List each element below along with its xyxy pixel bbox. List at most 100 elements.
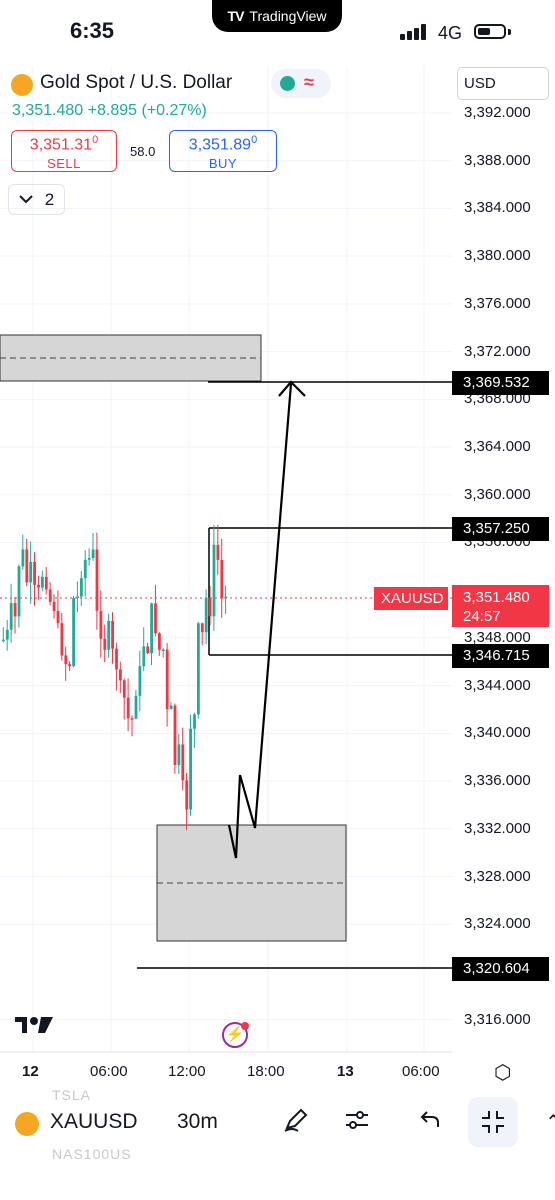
symbol-title[interactable]: Gold Spot / U.S. Dollar <box>40 72 233 93</box>
candle-body <box>154 603 157 634</box>
candle-body <box>165 649 169 710</box>
candle-body <box>122 680 126 698</box>
currency-select[interactable]: USD <box>457 67 549 100</box>
price-axis-label: 3,316.000 <box>464 1010 531 1028</box>
candle-body <box>115 648 118 670</box>
time-label: 06:00 <box>90 1063 128 1080</box>
candle-body <box>48 589 52 602</box>
tradingview-logo-icon <box>15 1014 55 1042</box>
price-axis-label: 3,360.000 <box>464 485 531 503</box>
time-label: 13 <box>337 1063 354 1080</box>
price-chart[interactable] <box>0 0 555 1090</box>
app-banner-label: TradingView <box>249 8 327 24</box>
candle-body <box>5 629 9 640</box>
gold-coin-icon <box>11 74 33 96</box>
candle-body <box>68 664 72 667</box>
more-icon[interactable]: ⌃ <box>545 1112 555 1134</box>
candle-body <box>173 705 177 765</box>
buy-price: 3,351.89 <box>188 136 252 154</box>
lightning-icon[interactable]: ⚡ <box>222 1022 248 1048</box>
wave-icon: ≈ <box>304 72 314 92</box>
candle-body <box>21 549 25 567</box>
candle-body <box>119 669 122 681</box>
candle-body <box>146 646 150 654</box>
candle-body <box>9 603 13 630</box>
sell-button[interactable]: 3,351.310 SELL <box>11 130 117 172</box>
candle-body <box>52 601 56 611</box>
chevron-down-icon <box>19 195 33 204</box>
market-open-icon <box>280 76 295 91</box>
tradingview-logo-icon: TV <box>227 8 245 24</box>
candle-body <box>200 623 204 633</box>
bar-countdown: 24:57 <box>463 608 501 625</box>
symbol-selector[interactable]: XAUUSD <box>50 1110 138 1133</box>
price-axis-label: 3,364.000 <box>464 438 531 456</box>
candle-body <box>126 697 130 719</box>
current-price-tag: 3,351.480 24:57 <box>452 585 549 627</box>
hexagon-settings-icon[interactable]: ⬡ <box>494 1062 512 1084</box>
ghost-symbol: TSLA <box>52 1087 92 1103</box>
price-axis-label: 3,388.000 <box>464 151 531 169</box>
candle-body <box>72 598 75 667</box>
collapse-icon[interactable] <box>468 1097 518 1147</box>
candle-body <box>220 559 224 599</box>
level-tag-3: 3,346.715 <box>452 644 549 668</box>
candle-body <box>103 638 107 650</box>
clock: 6:35 <box>70 18 115 43</box>
candle-body <box>197 623 200 715</box>
candle-body <box>142 646 146 667</box>
candle-body <box>193 714 196 729</box>
candle-body <box>2 639 5 642</box>
candle-body <box>177 744 181 765</box>
candle-body <box>181 744 185 781</box>
change-percent: (+0.27%) <box>141 102 207 119</box>
candle-body <box>33 562 36 585</box>
time-label: 18:00 <box>247 1063 285 1080</box>
time-label: 06:00 <box>402 1063 440 1080</box>
candle-body <box>107 620 111 650</box>
candle-body <box>80 578 83 597</box>
candle-body <box>95 549 99 611</box>
candle-body <box>99 610 103 639</box>
time-label: 12:00 <box>168 1063 206 1080</box>
undo-icon[interactable] <box>410 1106 450 1142</box>
level-tag-4: 3,320.604 <box>452 957 549 981</box>
candle-body <box>150 603 153 654</box>
candle-body <box>111 620 114 649</box>
candle-body <box>56 610 60 624</box>
gold-coin-icon <box>15 1112 39 1136</box>
candle-body <box>91 549 95 559</box>
buy-button[interactable]: 3,351.890 BUY <box>169 130 277 172</box>
candle-body <box>189 728 192 810</box>
buy-label: BUY <box>208 156 238 172</box>
symbol-tag: XAUUSD <box>374 587 448 610</box>
battery-cap <box>508 29 511 35</box>
indicator-toggle[interactable]: 2 <box>8 184 65 215</box>
notification-dot <box>241 1022 249 1030</box>
projection-path <box>227 383 293 859</box>
candle-body <box>134 695 138 719</box>
candle-body <box>208 597 212 617</box>
candles <box>2 524 228 831</box>
candle-body <box>224 596 228 599</box>
chart-grid <box>0 66 452 1052</box>
candle-body <box>138 666 142 696</box>
pen-icon[interactable] <box>276 1106 316 1142</box>
sliders-icon[interactable] <box>337 1106 377 1142</box>
candle-body <box>158 633 161 650</box>
buy-price-sup: 0 <box>251 134 258 146</box>
market-status-badge[interactable]: ≈ <box>271 69 331 98</box>
candle-body <box>185 780 189 810</box>
candle-body <box>83 559 87 579</box>
price-axis-label: 3,376.000 <box>464 294 531 312</box>
candle-body <box>130 718 134 720</box>
change-value: +8.895 <box>87 102 138 119</box>
time-label: 12 <box>22 1063 39 1080</box>
sell-price: 3,351.31 <box>29 136 93 154</box>
price-change-line: 3,351.480 +8.895 (+0.27%) <box>12 102 207 120</box>
candle-body <box>161 649 165 652</box>
projection-arrowhead <box>278 380 306 397</box>
ghost-symbol: NAS100US <box>52 1146 132 1162</box>
interval-selector[interactable]: 30m <box>177 1110 218 1133</box>
price-axis-label: 3,332.000 <box>464 819 531 837</box>
